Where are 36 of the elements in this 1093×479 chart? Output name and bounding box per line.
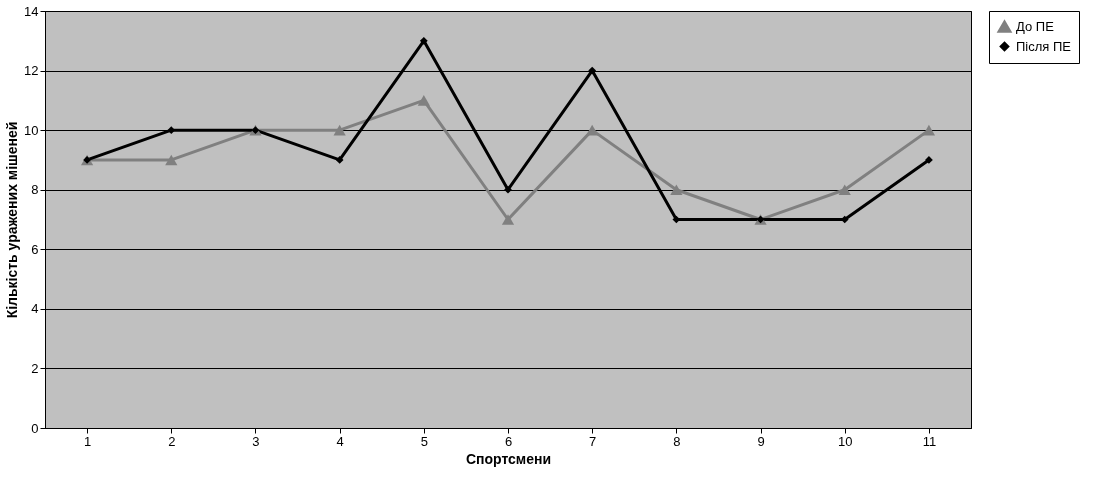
point [922,124,936,136]
y-tick-label: 14 [24,3,39,19]
point [335,156,344,164]
y-tick-label: 8 [31,182,39,198]
x-tick-label: 3 [252,433,260,449]
x-tick-label: 8 [673,433,681,449]
x-tick-label: 5 [420,433,428,449]
point [417,95,430,106]
x-tick-label: 4 [336,433,344,449]
legend-label: Після ПЕ [1016,38,1072,54]
point [333,124,346,136]
point [670,184,683,196]
y-tick-label: 4 [31,301,39,317]
y-tick-label: 10 [24,122,39,138]
y-axis-title: Кількість уражених мішеней [4,121,21,319]
x-tick-label: 9 [757,433,765,449]
x-axis-title: Спортсмени [465,450,552,467]
x-tick-label: 6 [504,433,513,449]
x-tick-label: 2 [168,433,176,449]
y-tick-label: 0 [31,420,39,436]
point [419,36,428,45]
x-tick-label: 1 [83,433,92,449]
x-tick-label: 7 [589,433,597,449]
x-tick-label: 10 [837,433,853,449]
legend-label: До ПЕ [1016,18,1055,34]
point [838,184,851,196]
y-tick-label: 6 [31,241,39,257]
point [925,156,933,164]
point [165,154,178,166]
point [586,124,599,136]
y-tick-label: 12 [24,63,39,79]
point [588,66,597,75]
point [501,214,515,225]
y-tick-label: 2 [31,360,39,376]
x-tick-label: 11 [922,433,937,449]
point [504,185,512,194]
